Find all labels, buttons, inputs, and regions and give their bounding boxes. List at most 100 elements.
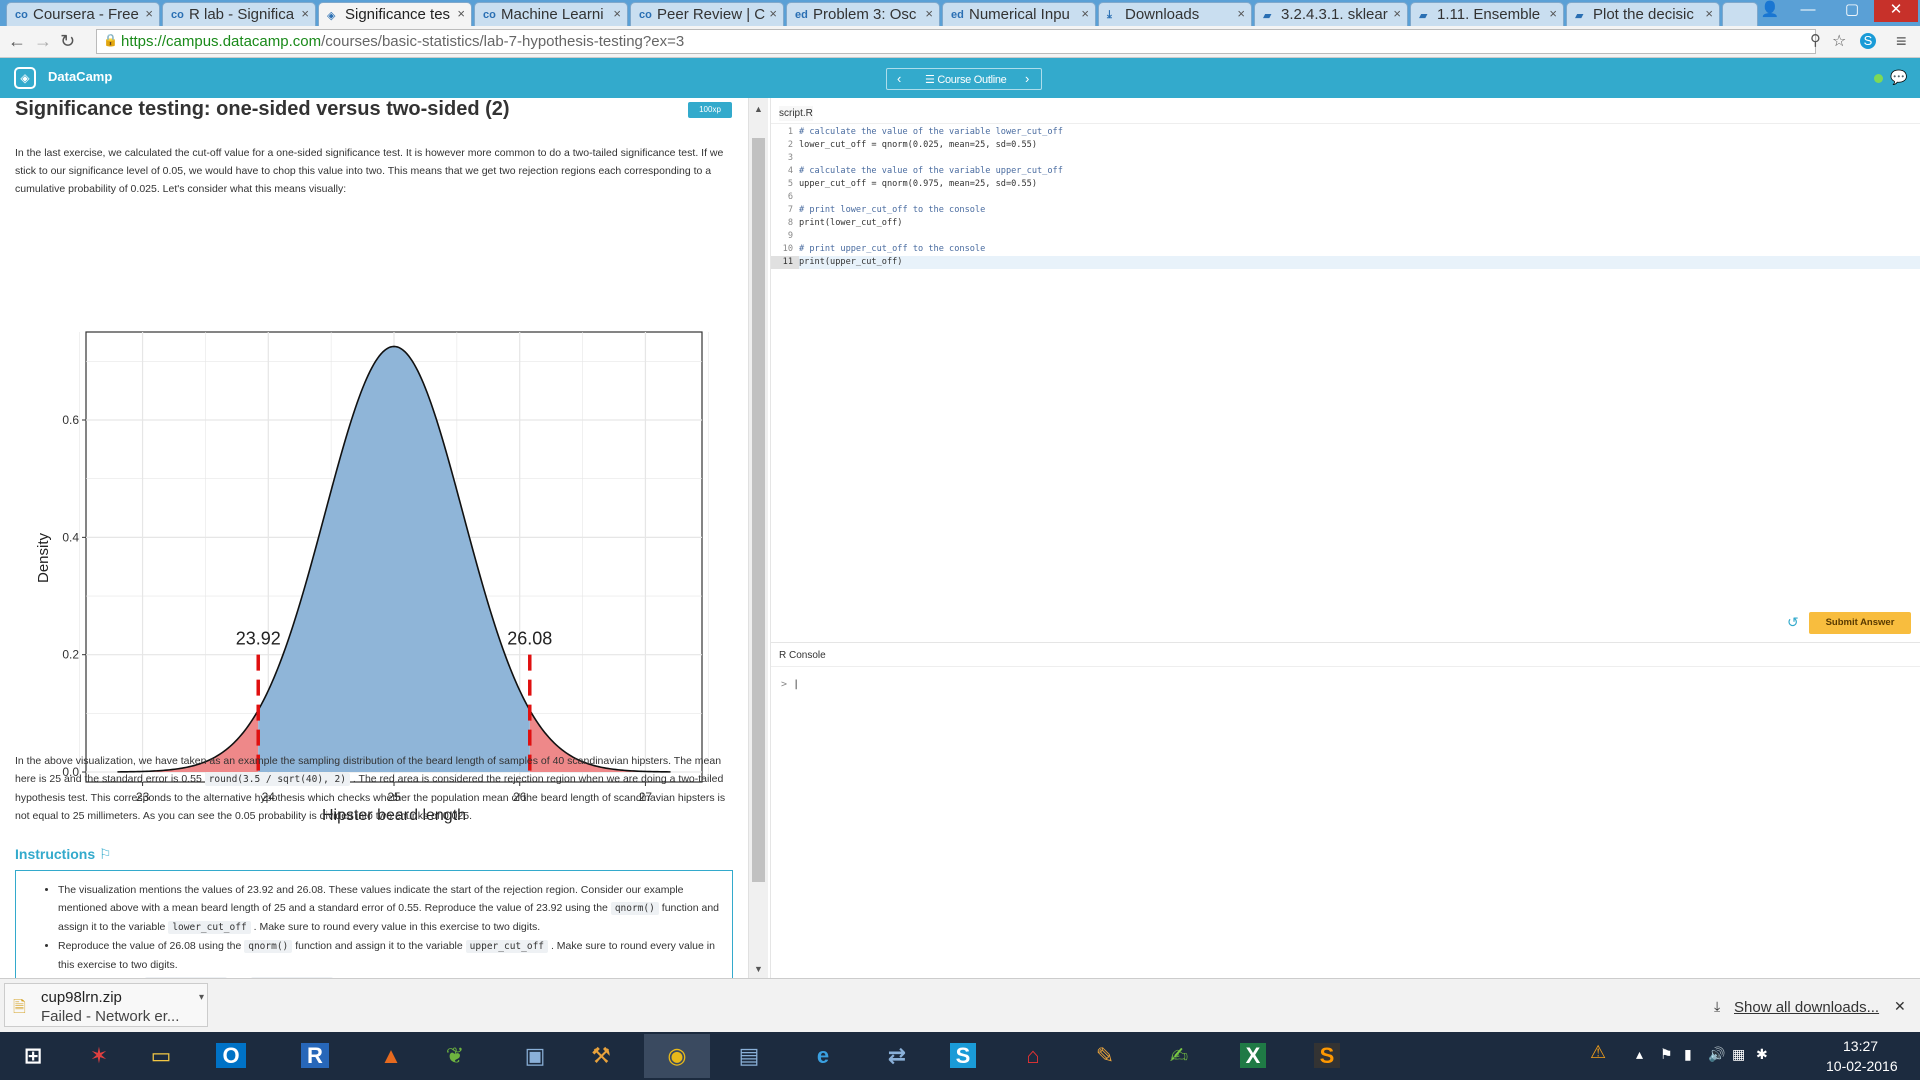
scrollbar-thumb[interactable] <box>752 138 765 882</box>
skype-extension-icon[interactable]: S <box>1860 33 1876 49</box>
network-icon[interactable]: ⇄ <box>864 1034 930 1078</box>
code-line[interactable]: 2 lower_cut_off = qnorm(0.025, mean=25, s… <box>771 139 1920 152</box>
brand-name[interactable]: DataCamp <box>48 69 112 84</box>
internet-explorer-icon[interactable]: e <box>790 1034 856 1078</box>
code-line[interactable]: 1 # calculate the value of the variable l… <box>771 126 1920 139</box>
submit-answer-button[interactable]: Submit Answer <box>1809 612 1911 634</box>
pdf-reader-icon[interactable]: ⌂ <box>1000 1034 1066 1078</box>
browser-tab[interactable]: ed Problem 3: Osc × <box>786 2 940 26</box>
close-tab-icon[interactable]: × <box>301 6 309 21</box>
code-line[interactable]: 9 <box>771 230 1920 243</box>
code-line[interactable]: 3 <box>771 152 1920 165</box>
console-input[interactable]: > | <box>781 679 799 690</box>
matlab-icon[interactable]: ▲ <box>358 1034 424 1078</box>
next-exercise-icon[interactable]: › <box>1025 71 1029 86</box>
battery-icon[interactable]: ▮ <box>1684 1046 1692 1063</box>
bookmark-star-icon[interactable]: ☆ <box>1832 31 1846 51</box>
virtualbox-icon[interactable]: ▣ <box>502 1034 568 1078</box>
download-item[interactable]: 🗎 cup98lrn.zip Failed - Network er... ▾ <box>4 983 208 1027</box>
scroll-down-icon[interactable]: ▼ <box>754 964 763 974</box>
close-shelf-icon[interactable]: ✕ <box>1894 998 1906 1015</box>
forward-icon[interactable]: → <box>34 31 52 52</box>
zoom-icon[interactable]: ⚲ <box>1810 31 1821 49</box>
coursera-icon: co <box>171 9 184 21</box>
network-icon[interactable]: ▦ <box>1732 1046 1745 1063</box>
previous-exercise-icon[interactable]: ‹ <box>897 71 901 86</box>
reset-code-icon[interactable]: ↺ <box>1787 614 1799 631</box>
excel-icon[interactable]: X <box>1220 1034 1286 1078</box>
minimize-icon[interactable]: — <box>1786 0 1830 22</box>
file-explorer-glyph: ▭ <box>145 1043 178 1068</box>
course-outline-button[interactable]: ☰ Course Outline <box>925 73 1007 86</box>
exercise-scrollbar[interactable]: ▲ ▼ <box>748 98 768 978</box>
input-method-icon[interactable]: ✱ <box>1756 1046 1768 1063</box>
close-tab-icon[interactable]: × <box>925 6 933 21</box>
datacamp-logo-icon[interactable]: ◈ <box>14 67 36 89</box>
browser-tab[interactable]: ▰ Plot the decisic × <box>1566 2 1720 26</box>
script-tab[interactable]: script.R <box>779 106 813 121</box>
remote-desktop-icon[interactable]: ▤ <box>716 1034 782 1078</box>
menu-icon[interactable]: ≡ <box>1896 31 1907 52</box>
code-editor[interactable]: 1 # calculate the value of the variable l… <box>771 126 1920 269</box>
browser-tab-label: R lab - Significa <box>189 6 294 23</box>
close-tab-icon[interactable]: × <box>1393 6 1401 21</box>
clock-time[interactable]: 13:27 <box>1843 1038 1878 1054</box>
sublime-icon[interactable]: S <box>1294 1034 1360 1078</box>
url-input[interactable]: 🔒 https://campus.datacamp.com/courses/ba… <box>96 29 1816 54</box>
file-explorer-icon[interactable]: ▭ <box>128 1034 194 1078</box>
notepad-icon[interactable]: ✍ <box>1146 1034 1212 1078</box>
action-center-icon[interactable]: ⚑ <box>1660 1046 1673 1063</box>
r-gui-icon[interactable]: R <box>282 1034 348 1078</box>
browser-tab[interactable]: ed Numerical Inpu × <box>942 2 1096 26</box>
download-menu-chevron-icon[interactable]: ▾ <box>199 992 204 1003</box>
close-tab-icon[interactable]: × <box>1081 6 1089 21</box>
code-line[interactable]: 5 upper_cut_off = qnorm(0.975, mean=25, s… <box>771 178 1920 191</box>
windows-start-icon[interactable]: ⊞ <box>0 1034 66 1078</box>
clock-date[interactable]: 10-02-2016 <box>1826 1058 1898 1074</box>
browser-tab[interactable]: co Peer Review | C × <box>630 2 784 26</box>
close-tab-icon[interactable]: × <box>145 6 153 21</box>
notification-alert-icon[interactable]: ⚠ <box>1590 1042 1606 1063</box>
browser-tab[interactable]: ◈ Significance tes × <box>318 2 472 26</box>
console-prompt-symbol: > <box>781 679 787 690</box>
close-tab-icon[interactable]: × <box>1549 6 1557 21</box>
maximize-icon[interactable]: ▢ <box>1830 0 1874 22</box>
close-window-icon[interactable]: ✕ <box>1874 0 1918 22</box>
browser-tab[interactable]: ⤓ Downloads × <box>1098 2 1252 26</box>
chat-icon[interactable]: 💬 <box>1890 69 1907 86</box>
close-tab-icon[interactable]: × <box>613 6 621 21</box>
ubuntu-vm-icon[interactable]: ✶ <box>66 1034 132 1078</box>
spring-tool-icon[interactable]: ❦ <box>422 1034 488 1078</box>
explanation-paragraph: In the above visualization, we have take… <box>15 752 730 825</box>
back-icon[interactable]: ← <box>8 31 26 52</box>
browser-tab[interactable]: ▰ 1.11. Ensemble × <box>1410 2 1564 26</box>
instruction-text: The visualization mentions the values of… <box>58 884 684 914</box>
close-tab-icon[interactable]: × <box>457 6 465 21</box>
scroll-up-icon[interactable]: ▲ <box>754 104 763 114</box>
close-tab-icon[interactable]: × <box>1705 6 1713 21</box>
browser-tab[interactable]: ▰ 3.2.4.3.1. sklear × <box>1254 2 1408 26</box>
browser-tab[interactable]: co Coursera - Free × <box>6 2 160 26</box>
paint-icon[interactable]: ✎ <box>1072 1034 1138 1078</box>
flag-icon[interactable]: ⚐ <box>99 846 112 862</box>
r-console-tab[interactable]: R Console <box>779 650 826 661</box>
code-line[interactable]: 11 print(upper_cut_off) <box>771 256 1920 269</box>
close-tab-icon[interactable]: × <box>769 6 777 21</box>
tray-chevron-icon[interactable]: ▴ <box>1636 1046 1643 1063</box>
code-line[interactable]: 6 <box>771 191 1920 204</box>
browser-tab-label: Plot the decisic <box>1593 6 1694 23</box>
tools-icon[interactable]: ⚒ <box>568 1034 634 1078</box>
skype-icon[interactable]: S <box>930 1034 996 1078</box>
volume-icon[interactable]: 🔊 <box>1708 1046 1725 1063</box>
code-line[interactable]: 8 print(lower_cut_off) <box>771 217 1920 230</box>
browser-tab[interactable]: co R lab - Significa × <box>162 2 316 26</box>
code-line[interactable]: 4 # calculate the value of the variable u… <box>771 165 1920 178</box>
reload-icon[interactable]: ↻ <box>60 31 75 52</box>
close-tab-icon[interactable]: × <box>1237 6 1245 21</box>
browser-tab[interactable]: co Machine Learni × <box>474 2 628 26</box>
show-all-downloads-link[interactable]: Show all downloads... <box>1734 999 1879 1016</box>
outlook-icon[interactable]: O <box>198 1034 264 1078</box>
code-line[interactable]: 7 # print lower_cut_off to the console <box>771 204 1920 217</box>
chrome-icon[interactable]: ◉ <box>644 1034 710 1078</box>
code-line[interactable]: 10 # print upper_cut_off to the console <box>771 243 1920 256</box>
